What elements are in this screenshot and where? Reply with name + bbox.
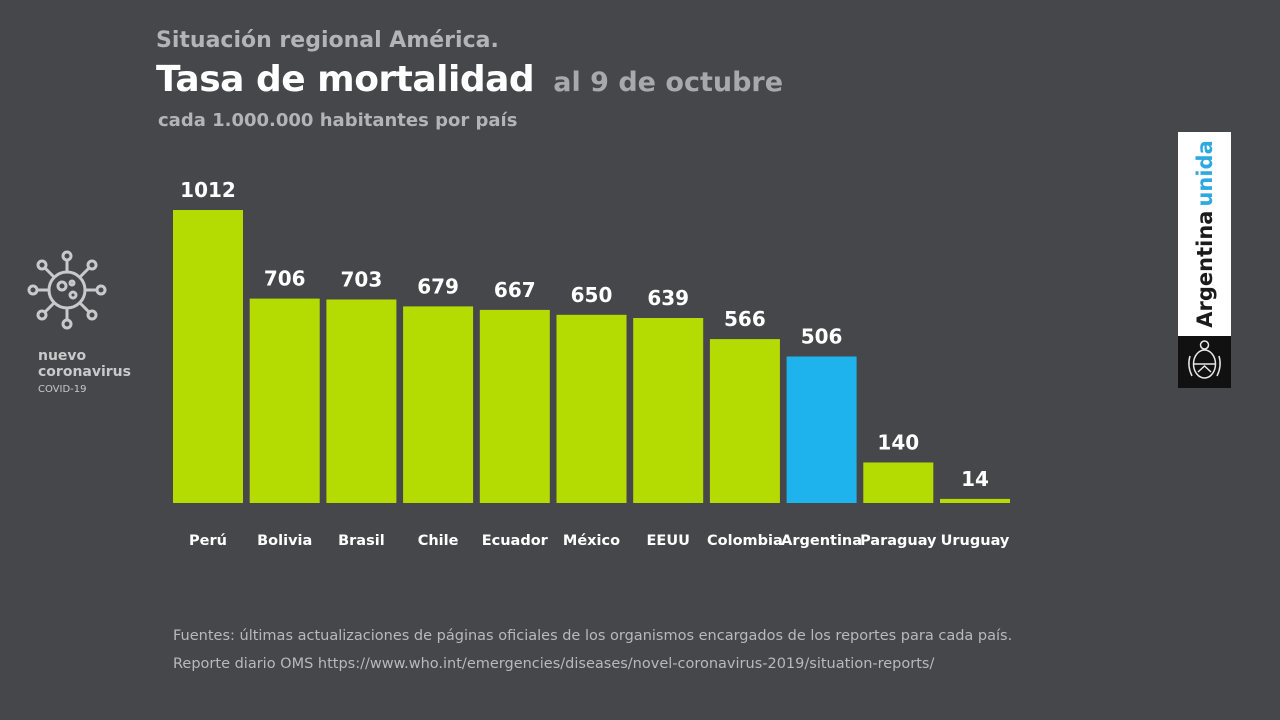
category-label-brasil: Brasil xyxy=(338,533,385,549)
bar-brasil xyxy=(326,299,397,503)
logo-line-1: nuevo xyxy=(38,348,87,364)
bar-uruguay xyxy=(940,498,1010,503)
data-label-colombia: 566 xyxy=(724,307,766,331)
bar-mexico xyxy=(556,314,627,503)
data-label-ecuador: 667 xyxy=(494,278,536,302)
sources-line-2: Reporte diario OMS https://www.who.int/e… xyxy=(173,656,935,672)
category-label-mexico: México xyxy=(563,533,620,549)
virus-icon xyxy=(27,250,107,330)
chart-date: al 9 de octubre xyxy=(553,67,784,98)
region-subtitle: Situación regional América. xyxy=(156,28,499,53)
bar-chile xyxy=(403,306,474,503)
category-label-ecuador: Ecuador xyxy=(482,533,549,549)
data-label-eeuu: 639 xyxy=(647,286,689,310)
units-subtitle: cada 1.000.000 habitantes por país xyxy=(158,110,518,131)
brand-text-panel: Argentina unida xyxy=(1178,132,1231,336)
category-label-colombia: Colombia xyxy=(707,533,783,549)
title-row: Tasa de mortalidad al 9 de octubre xyxy=(156,59,783,100)
data-label-peru: 1012 xyxy=(180,178,236,202)
data-label-chile: 679 xyxy=(417,274,459,298)
chart-header: Situación regional América. Tasa de mort… xyxy=(156,28,783,131)
data-label-bolivia: 706 xyxy=(264,267,306,291)
argentina-unida-brand: Argentina unida xyxy=(1178,132,1231,388)
data-label-paraguay: 140 xyxy=(877,431,919,455)
chart-title: Tasa de mortalidad xyxy=(156,59,535,100)
bar-argentina xyxy=(786,356,857,503)
sources-line-1: Fuentes: últimas actualizaciones de pági… xyxy=(173,628,1013,644)
brand-emblem-panel xyxy=(1178,336,1231,388)
data-label-brasil: 703 xyxy=(341,268,383,292)
data-label-argentina: 506 xyxy=(801,325,843,349)
logo-line-2: coronavirus xyxy=(38,364,131,380)
category-label-paraguay: Paraguay xyxy=(860,533,937,549)
data-label-mexico: 650 xyxy=(571,283,613,307)
bar-eeuu xyxy=(633,318,704,503)
brand-text: Argentina unida xyxy=(1193,140,1217,328)
bar-peru xyxy=(173,210,243,503)
covid-logo: nuevo coronavirus COVID-19 xyxy=(24,248,144,398)
bar-bolivia xyxy=(249,298,320,503)
brand-word-1: Argentina xyxy=(1192,210,1217,328)
logo-line-3: COVID-19 xyxy=(38,384,87,395)
sources-footer: Fuentes: últimas actualizaciones de pági… xyxy=(173,622,1012,678)
category-label-bolivia: Bolivia xyxy=(257,533,312,549)
covid-logo-text: nuevo coronavirus COVID-19 xyxy=(38,348,144,398)
brand-word-2: unida xyxy=(1192,140,1217,207)
bar-ecuador xyxy=(479,309,550,503)
category-label-chile: Chile xyxy=(418,533,459,549)
category-label-eeuu: EEUU xyxy=(647,533,690,549)
data-label-uruguay: 14 xyxy=(961,467,989,491)
category-label-argentina: Argentina xyxy=(781,533,862,549)
bar-paraguay xyxy=(863,462,934,503)
coat-of-arms-icon xyxy=(1188,340,1221,379)
category-label-uruguay: Uruguay xyxy=(941,533,1010,549)
bar-colombia xyxy=(709,339,780,503)
category-label-peru: Perú xyxy=(189,533,227,549)
